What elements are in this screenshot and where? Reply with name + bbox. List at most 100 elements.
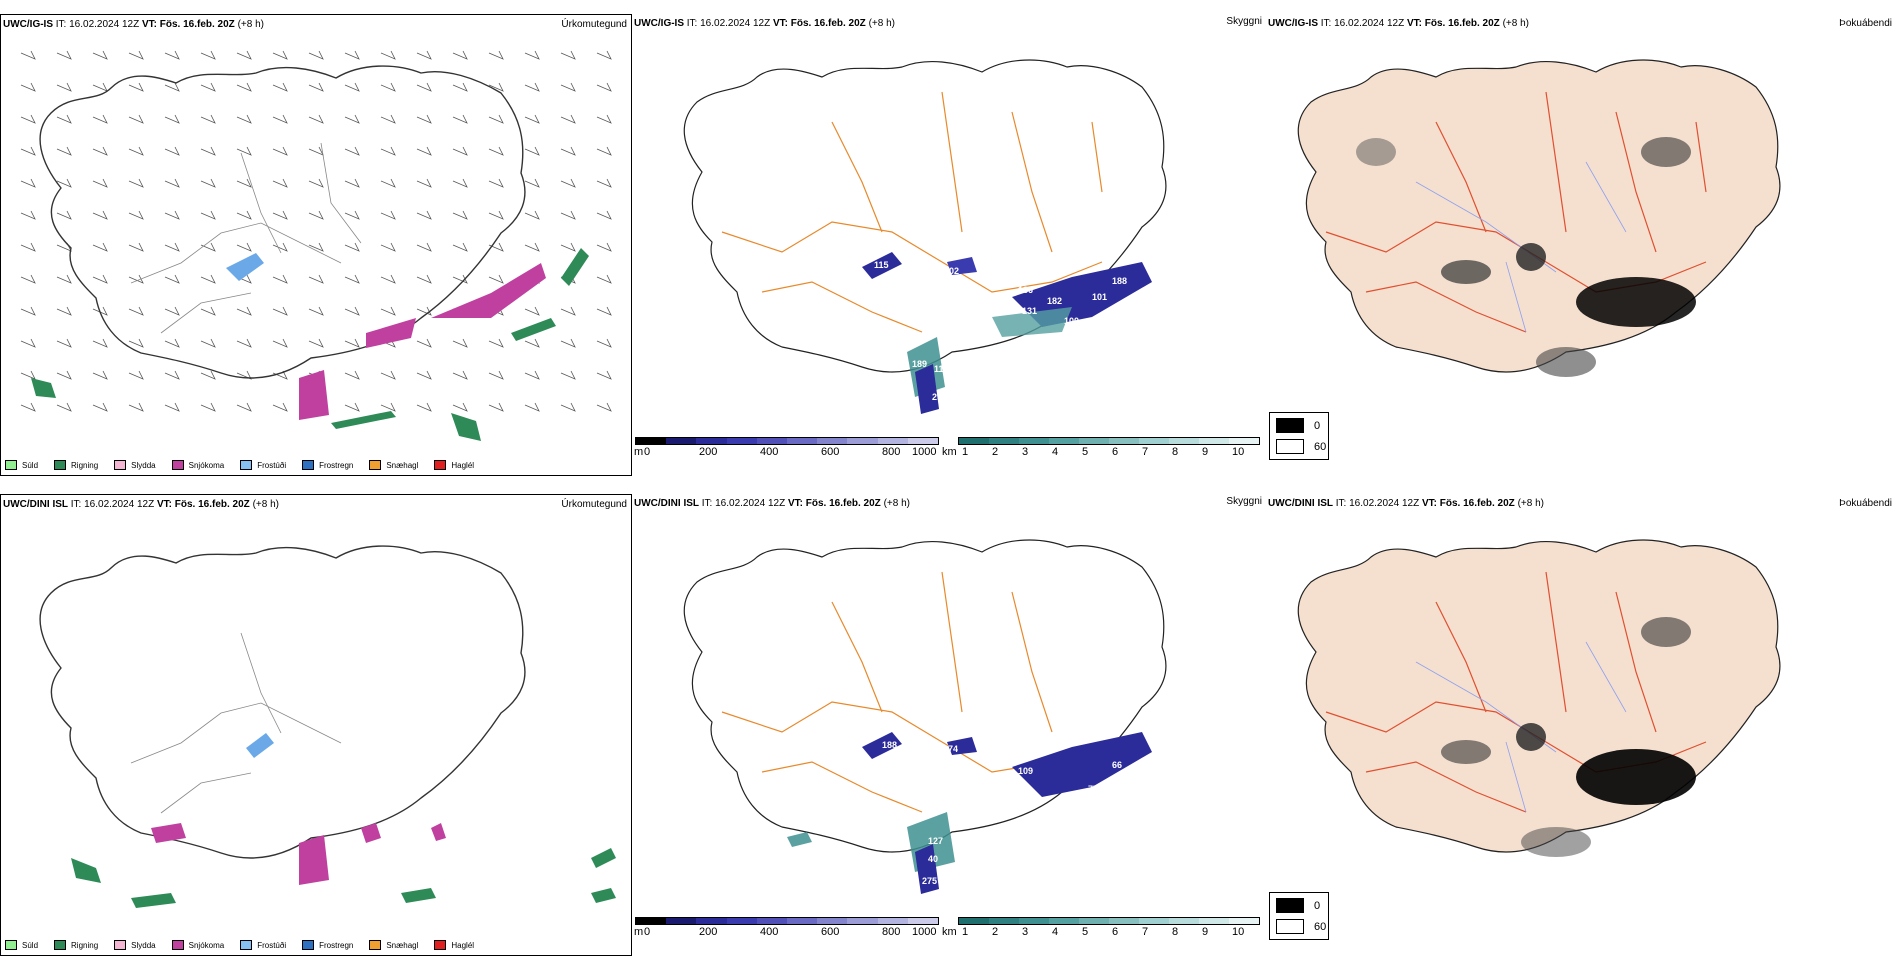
snow-cells [151,823,446,885]
wind-barb [272,178,288,188]
roads [130,632,342,814]
ceiling-panel-bottom: UWC/DINI ISL IT: 16.02.2024 12Z VT: Fös.… [632,494,1264,956]
wind-barb [56,178,72,188]
legend-item-freezing-drizzle: Frostúði [240,460,286,470]
fog-map [1297,539,1781,857]
svg-text:79: 79 [1064,809,1074,819]
wind-barb [272,114,288,124]
wind-barb [20,82,36,92]
ceiling-map: 188 80 74 109 83 76 77 66 79 127 40 275 … [683,539,1167,894]
wind-barb [452,178,468,188]
wind-barb [128,370,144,380]
wind-barb [92,242,108,252]
iceland-landmass [1297,539,1781,853]
panel-title: Skyggni [1226,16,1262,27]
wind-barb [416,274,432,284]
ceiling-label: 182 [1047,296,1062,306]
precip-type-panel-top: UWC/IG-IS IT: 16.02.2024 12Z VT: Fös. 16… [0,14,632,476]
wind-barb [236,82,252,92]
fog-patch [1536,347,1596,377]
wind-barb [272,82,288,92]
svg-text:74: 74 [948,744,958,754]
visibility-unit: km [942,446,957,458]
wind-barb [452,370,468,380]
wind-barb [344,114,360,124]
ceiling-label: 291 [932,392,947,402]
wind-barb [380,50,396,60]
wind-barb [344,370,360,380]
wind-barb [200,146,216,156]
ceiling-value-labels: 188 80 74 109 83 76 77 66 79 127 40 275 … [882,740,1122,886]
fog-patch [1516,723,1546,751]
wind-barb [20,242,36,252]
wind-barb [236,210,252,220]
fog-index-panel-top: UWC/IG-IS IT: 16.02.2024 12Z VT: Fös. 16… [1266,14,1898,476]
wind-barb [416,114,432,124]
wind-barb [92,114,108,124]
wind-barb [128,306,144,316]
wind-barb [596,242,612,252]
wind-barb [416,178,432,188]
wind-barb [380,114,396,124]
wind-barb [56,242,72,252]
wind-barb [164,114,180,124]
snow-cell-south [366,263,546,348]
wind-barb [20,114,36,124]
wind-barb [92,146,108,156]
legend-item-snow: Snjókoma [171,940,224,950]
svg-text:76: 76 [1062,794,1072,804]
wind-barb [164,242,180,252]
wind-barb [164,370,180,380]
fog-patch-large [1576,277,1696,327]
wind-barb [380,210,396,220]
wind-barb [596,274,612,284]
wind-barb [596,210,612,220]
panel-title: Úrkomutegund [561,19,627,30]
wind-barb [596,82,612,92]
wind-barb [560,242,576,252]
wind-barb [128,338,144,348]
wind-barb [128,146,144,156]
wind-barb [128,402,144,412]
wind-barb [596,50,612,60]
fog-index-panel-bottom: UWC/DINI ISL IT: 16.02.2024 12Z VT: Fös.… [1266,494,1898,956]
svg-text:40: 40 [928,854,938,864]
wind-barb [488,50,504,60]
wind-barb [56,402,72,412]
wind-barb [56,306,72,316]
wind-barb [200,338,216,348]
wind-barb [344,402,360,412]
wind-barb [236,146,252,156]
fog-patch [1521,827,1591,857]
wind-barb [128,210,144,220]
wind-barb [596,338,612,348]
wind-barb [452,338,468,348]
wind-barb [452,242,468,252]
fog-patch [1356,138,1396,166]
wind-barb [164,210,180,220]
svg-text:188: 188 [882,740,897,750]
wind-barb [200,306,216,316]
fog-patch [1516,243,1546,271]
wind-barb [128,114,144,124]
wind-barb [380,306,396,316]
wind-barb [488,274,504,284]
model-name: UWC/IG-IS [3,19,53,30]
wind-barb [200,210,216,220]
wind-barb [56,338,72,348]
wind-barb [560,146,576,156]
svg-text:127: 127 [928,836,943,846]
roads [721,571,1103,813]
wind-barb [452,402,468,412]
wind-barb [200,274,216,284]
panel-title: Skyggni [1226,496,1262,507]
wind-barb [56,274,72,284]
wind-barb [488,370,504,380]
svg-text:83: 83 [1022,788,1032,798]
wind-barb [92,338,108,348]
low-ceiling-west [862,732,977,759]
wind-barb [272,370,288,380]
wind-barb [488,338,504,348]
wind-barb [344,210,360,220]
wind-barb [200,242,216,252]
